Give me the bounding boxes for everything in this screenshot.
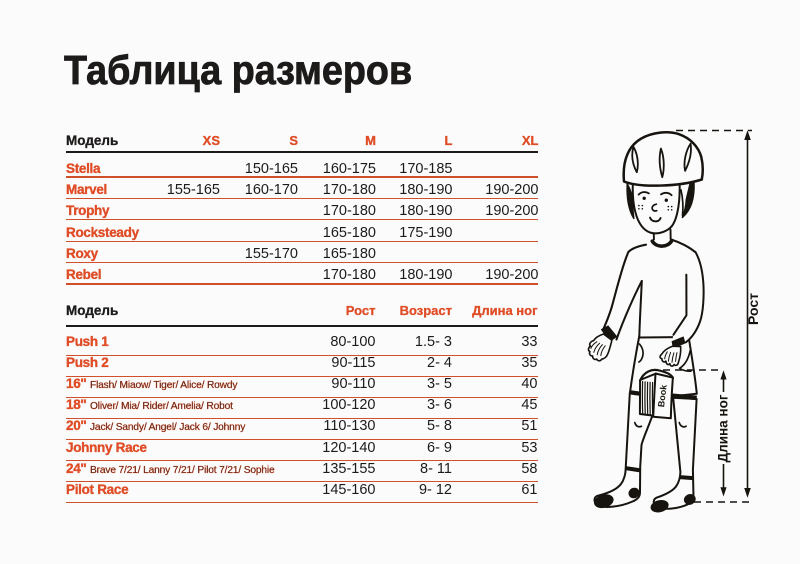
svg-text:Рост: Рост — [745, 293, 761, 325]
svg-text:Длина ног: Длина ног — [715, 394, 730, 462]
svg-text:Book: Book — [656, 383, 669, 408]
